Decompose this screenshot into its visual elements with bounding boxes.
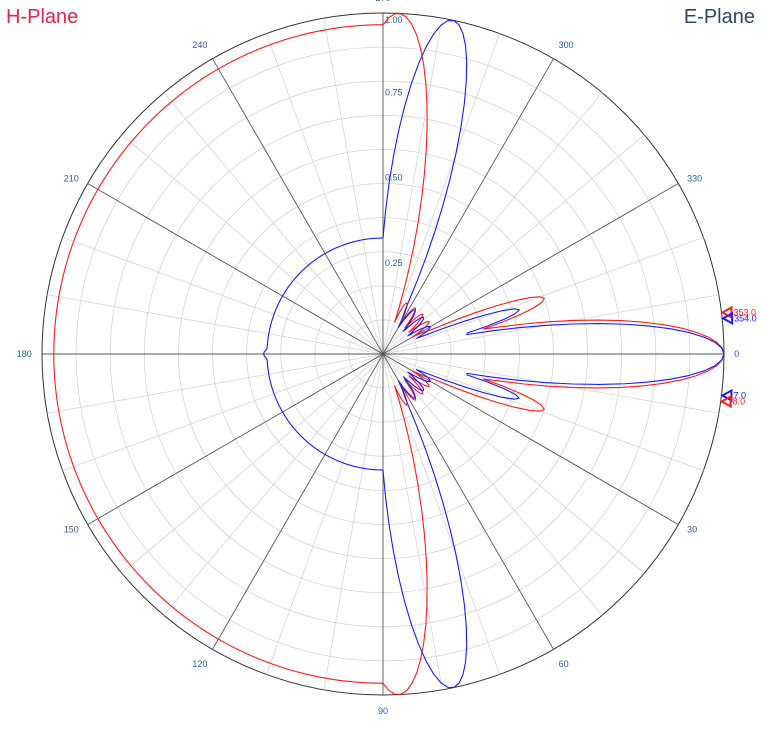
minor-spoke [382, 353, 645, 574]
series [53, 13, 725, 695]
major-spoke [87, 183, 384, 355]
major-spoke [382, 353, 554, 650]
angle-tick-label: 210 [64, 173, 79, 183]
minor-spoke [382, 353, 501, 675]
radial-tick-label: 1.00 [385, 15, 403, 25]
angle-tick-label: 30 [687, 525, 697, 535]
angle-tick-label: 240 [192, 40, 207, 50]
angle-tick-label: 150 [64, 525, 79, 535]
minor-spoke [382, 353, 719, 414]
minor-spoke [382, 353, 443, 690]
minor-spoke [62, 236, 384, 355]
marker-label: 7.0 [733, 391, 746, 401]
minor-spoke [163, 353, 384, 616]
radial-tick-label: 0.75 [385, 87, 403, 97]
minor-spoke [121, 134, 384, 355]
angle-tick-label: 90 [378, 706, 388, 716]
minor-spoke [323, 18, 384, 355]
minor-spoke [382, 134, 645, 355]
e-plane-legend: E-Plane [683, 6, 755, 28]
minor-spoke [265, 353, 384, 675]
major-spoke [212, 58, 384, 355]
marker-triangle [719, 394, 732, 409]
angle-tick-label: 300 [559, 40, 574, 50]
major-spoke [382, 353, 679, 525]
axis-labels: 0 30 60 90 120 150 180 210 240 270 300 330 0.25 0.50 0… [17, 0, 740, 716]
marker-label: 354.0 [734, 313, 757, 323]
minor-spoke [382, 18, 443, 355]
angle-tick-label: 0 [734, 349, 739, 359]
marker-label: 8.0 [733, 396, 746, 406]
marker-triangle [721, 311, 734, 326]
major-spoke [382, 58, 554, 355]
minor-spoke [121, 353, 384, 574]
minor-spoke [163, 92, 384, 355]
major-spoke [382, 183, 679, 355]
spokes [42, 13, 724, 695]
major-spoke [212, 353, 384, 650]
angle-tick-label: 120 [192, 659, 207, 669]
marker-triangle [720, 305, 733, 320]
h-plane-legend: H-Plane [6, 6, 79, 28]
minor-spoke [47, 353, 384, 414]
minor-spoke [382, 92, 603, 355]
angle-tick-label: 180 [17, 349, 32, 359]
minor-spoke [47, 294, 384, 355]
radial-tick-label: 0.25 [385, 258, 403, 268]
angle-tick-label: 270 [375, 0, 390, 3]
series-e-plane [263, 19, 725, 689]
minor-spoke [323, 353, 384, 690]
minor-spoke [382, 294, 719, 355]
minor-spoke [382, 353, 603, 616]
minor-spoke [382, 353, 704, 472]
angle-tick-label: 60 [559, 659, 569, 669]
angle-tick-label: 330 [687, 173, 702, 183]
minor-spoke [382, 236, 704, 355]
radial-tick-label: 0.50 [385, 173, 403, 183]
minor-spoke [62, 353, 384, 472]
major-spoke [87, 353, 384, 525]
minor-spoke [382, 33, 501, 355]
marker-label: 353.0 [733, 307, 756, 317]
minor-spoke [265, 33, 384, 355]
